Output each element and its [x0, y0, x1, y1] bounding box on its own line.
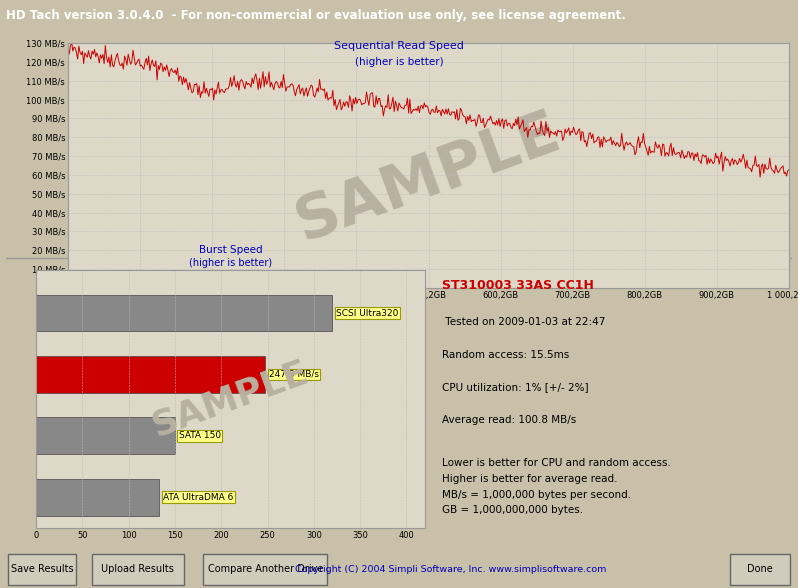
Text: Burst Speed: Burst Speed — [199, 245, 263, 255]
Text: ATA UltraDMA 6: ATA UltraDMA 6 — [163, 493, 233, 502]
Text: (higher is better): (higher is better) — [189, 258, 272, 268]
Text: HD Tach version 3.0.4.0  - For non-commercial or evaluation use only, see licens: HD Tach version 3.0.4.0 - For non-commer… — [6, 8, 626, 22]
Text: Done: Done — [747, 564, 773, 574]
Text: Compare Another Drive: Compare Another Drive — [207, 564, 323, 574]
FancyBboxPatch shape — [730, 554, 790, 585]
Text: Lower is better for CPU and random access.
Higher is better for average read.
MB: Lower is better for CPU and random acces… — [442, 459, 671, 515]
Text: Average read: 100.8 MB/s: Average read: 100.8 MB/s — [442, 415, 576, 425]
Bar — [36, 295, 333, 332]
Text: CPU utilization: 1% [+/- 2%]: CPU utilization: 1% [+/- 2%] — [442, 382, 589, 392]
Text: SAMPLE: SAMPLE — [288, 102, 569, 253]
Text: Upload Results: Upload Results — [101, 564, 174, 574]
Text: SCSI Ultra320: SCSI Ultra320 — [336, 309, 398, 318]
Text: Tested on 2009-01-03 at 22:47: Tested on 2009-01-03 at 22:47 — [442, 317, 606, 327]
Text: SATA 150: SATA 150 — [179, 432, 221, 440]
Text: 247.5 MB/s: 247.5 MB/s — [269, 370, 319, 379]
Text: ST310003 33AS CC1H: ST310003 33AS CC1H — [442, 279, 594, 292]
Text: Save Results: Save Results — [10, 564, 73, 574]
FancyBboxPatch shape — [92, 554, 184, 585]
Text: Copyright (C) 2004 Simpli Software, Inc. www.simplisoftware.com: Copyright (C) 2004 Simpli Software, Inc.… — [295, 564, 606, 573]
Bar — [36, 417, 175, 455]
FancyBboxPatch shape — [203, 554, 327, 585]
Bar — [36, 479, 159, 516]
Bar — [36, 356, 265, 393]
FancyBboxPatch shape — [8, 554, 76, 585]
Text: Sequential Read Speed: Sequential Read Speed — [334, 41, 464, 51]
Text: (higher is better): (higher is better) — [354, 58, 444, 68]
Text: SAMPLE: SAMPLE — [148, 355, 314, 443]
Text: Random access: 15.5ms: Random access: 15.5ms — [442, 350, 569, 360]
